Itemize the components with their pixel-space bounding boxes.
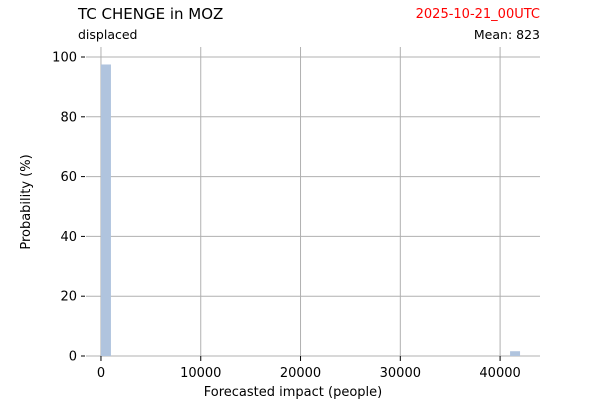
x-tick-label: 40000 xyxy=(479,366,520,381)
histogram-bar xyxy=(100,64,111,356)
x-axis-label: Forecasted impact (people) xyxy=(204,385,382,400)
x-tick-labels: 0 10000 20000 30000 40000 xyxy=(97,356,521,381)
y-tick-label: 0 xyxy=(69,350,77,365)
y-tick-label: 40 xyxy=(60,230,77,245)
grid-lines xyxy=(86,47,540,357)
mean-value: Mean: 823 xyxy=(473,27,540,42)
forecast-date: 2025-10-21_00UTC xyxy=(415,7,540,22)
y-tick-label: 80 xyxy=(60,110,77,125)
chart-title: TC CHENGE in MOZ xyxy=(78,5,224,23)
histogram-bar xyxy=(510,351,521,356)
x-tick-label: 30000 xyxy=(380,366,421,381)
y-axis-label: Probability (%) xyxy=(19,154,34,249)
bars xyxy=(100,64,521,356)
x-tick-label: 20000 xyxy=(280,366,321,381)
y-tick-label: 100 xyxy=(52,51,77,66)
y-tick-label: 60 xyxy=(60,170,77,185)
x-tick-label: 0 xyxy=(97,366,105,381)
x-tick-label: 10000 xyxy=(180,366,221,381)
chart-subtitle: displaced xyxy=(78,27,138,42)
y-tick-label: 20 xyxy=(60,290,77,305)
y-tick-labels: 0 20 40 60 80 100 xyxy=(52,51,85,365)
